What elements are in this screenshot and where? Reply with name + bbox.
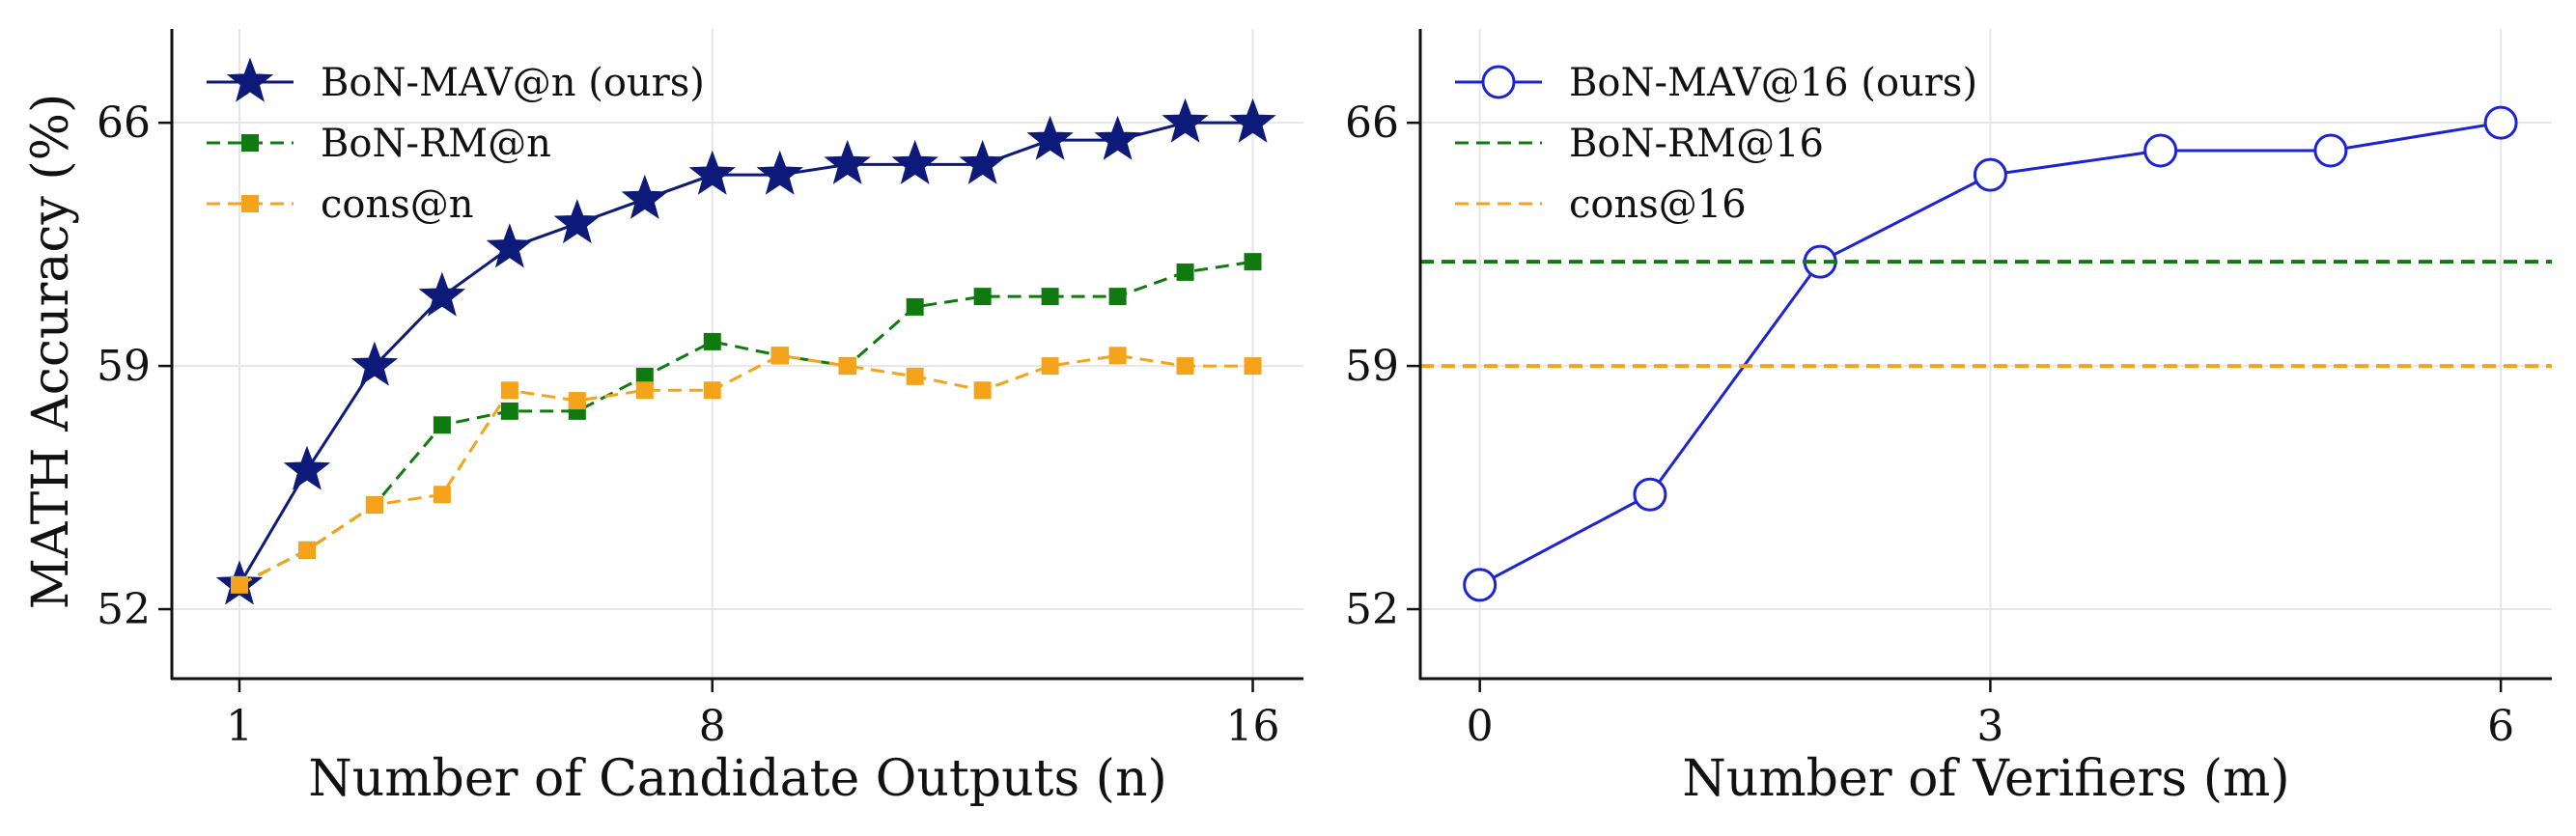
data-point xyxy=(433,486,451,504)
x-tick-label: 0 xyxy=(1467,702,1494,751)
data-point xyxy=(1108,288,1127,306)
x-tick-label: 1 xyxy=(226,702,253,751)
legend-label: BoN-RM@16 xyxy=(1569,122,1824,166)
data-point xyxy=(703,381,721,400)
data-point xyxy=(1162,98,1209,143)
data-point xyxy=(973,288,992,306)
legend: BoN-MAV@n (ours) BoN-RM@n cons@n xyxy=(207,57,705,227)
data-point xyxy=(1973,157,2007,192)
data-point xyxy=(1176,357,1194,376)
y-tick-label: 52 xyxy=(97,585,151,634)
data-point xyxy=(1229,98,1276,143)
data-point xyxy=(2313,133,2348,168)
data-point xyxy=(756,150,803,195)
x-tick-label: 3 xyxy=(1976,702,2003,751)
data-point xyxy=(973,381,992,400)
series-0 xyxy=(215,98,1276,605)
data-point xyxy=(2483,105,2518,140)
data-point xyxy=(688,150,736,195)
y-tick-label: 59 xyxy=(1345,342,1399,391)
data-point xyxy=(365,496,383,515)
x-axis-label: Number of Verifiers (m) xyxy=(1682,750,2289,808)
data-point xyxy=(568,392,586,410)
data-point xyxy=(824,139,871,184)
data-point xyxy=(1041,288,1059,306)
series-1 xyxy=(230,253,1262,594)
series-0 xyxy=(1463,105,2518,602)
data-point xyxy=(906,297,924,316)
data-point xyxy=(350,341,399,386)
data-point xyxy=(486,223,534,268)
x-tick-label: 16 xyxy=(1226,702,1280,751)
data-point xyxy=(635,367,654,385)
data-point xyxy=(906,367,924,385)
x-tick-label: 8 xyxy=(699,702,726,751)
data-point xyxy=(1026,115,1074,160)
series-line xyxy=(238,121,1253,586)
data-point xyxy=(1041,357,1059,376)
legend-label: BoN-RM@n xyxy=(321,122,551,166)
data-point xyxy=(1633,477,1667,512)
data-point xyxy=(703,332,721,350)
data-point xyxy=(2143,133,2178,168)
data-point xyxy=(635,381,654,400)
data-point xyxy=(230,575,248,594)
data-point xyxy=(1463,568,1498,602)
data-point xyxy=(770,347,789,365)
legend-label: BoN-MAV@16 (ours) xyxy=(1569,61,1977,105)
y-tick-label: 66 xyxy=(97,98,151,148)
data-point xyxy=(500,402,518,420)
series-2 xyxy=(230,347,1262,594)
data-point xyxy=(838,357,856,376)
x-axis-label: Number of Candidate Outputs (n) xyxy=(308,750,1166,808)
legend-marker xyxy=(1481,65,1516,99)
legend: BoN-MAV@16 (ours) BoN-RM@16 cons@16 xyxy=(1455,61,1977,227)
data-point xyxy=(621,174,668,219)
data-point xyxy=(500,381,518,400)
x-tick-label: 6 xyxy=(2487,702,2514,751)
data-point xyxy=(1244,357,1262,376)
y-tick-label: 52 xyxy=(1345,585,1399,634)
data-point xyxy=(433,416,451,434)
y-tick-label: 59 xyxy=(97,342,151,391)
legend-marker xyxy=(226,57,274,102)
legend-label: BoN-MAV@n (ours) xyxy=(321,61,705,105)
series-line xyxy=(238,353,1253,587)
legend-marker xyxy=(241,195,259,212)
y-axis-label: MATH Accuracy (%) xyxy=(22,94,80,610)
data-point xyxy=(1108,347,1127,365)
legend-label: cons@n xyxy=(321,182,474,227)
series-line xyxy=(238,260,1253,587)
data-point xyxy=(891,139,938,184)
y-tick-label: 66 xyxy=(1345,98,1399,148)
right-chart-panel: 52 59 66 0 3 6 Number of Verifiers (m) BoN-MAV@… xyxy=(1345,29,2552,808)
data-point xyxy=(1244,253,1262,271)
data-point xyxy=(1176,263,1194,281)
data-point xyxy=(1094,115,1141,160)
data-point xyxy=(283,445,331,490)
legend-marker xyxy=(241,134,259,152)
data-point xyxy=(959,139,1006,184)
data-point xyxy=(297,541,316,559)
data-point xyxy=(418,271,466,317)
legend-label: cons@16 xyxy=(1569,182,1747,227)
data-point xyxy=(553,199,602,244)
left-chart-panel: 52 59 66 1 8 16 Number of Candidate Outputs (n… xyxy=(97,29,1303,808)
